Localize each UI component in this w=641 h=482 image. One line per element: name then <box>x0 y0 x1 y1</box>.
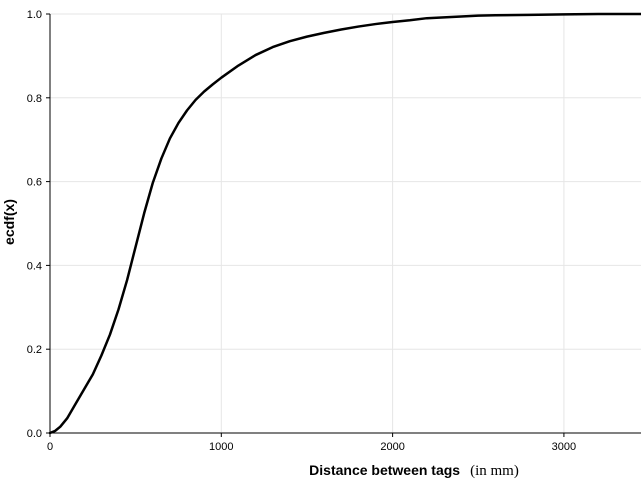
y-tick-label: 0.6 <box>27 177 42 189</box>
x-axis-label: Distance between tags <box>309 462 460 478</box>
x-tick-label: 0 <box>47 441 53 453</box>
y-axis-ticks: 0.0 0.2 0.4 0.6 0.8 1.0 <box>27 9 50 440</box>
y-axis-label: ecdf(x) <box>1 199 17 245</box>
x-tick-label: 3000 <box>552 441 576 453</box>
x-tick-label: 1000 <box>209 441 233 453</box>
grid-lines <box>50 13 641 433</box>
x-axis-title: Distance between tags (in mm) <box>309 462 519 479</box>
y-tick-label: 0.8 <box>27 93 42 105</box>
y-tick-label: 0.4 <box>27 260 42 272</box>
y-tick-label: 1.0 <box>27 9 42 21</box>
x-tick-label: 2000 <box>380 441 404 453</box>
y-tick-label: 0.0 <box>27 428 42 440</box>
x-axis-unit: (in mm) <box>470 463 519 479</box>
x-axis-ticks: 0 1000 2000 3000 <box>47 433 576 453</box>
ecdf-line <box>48 12 641 435</box>
y-tick-label: 0.2 <box>27 344 42 356</box>
